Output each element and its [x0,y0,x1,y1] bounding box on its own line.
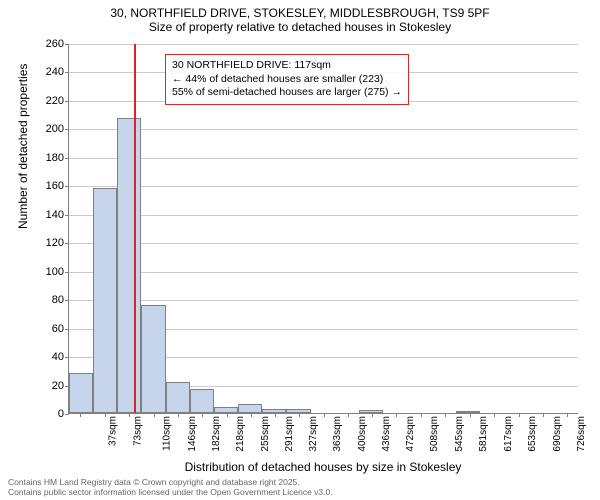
xtick-mark [543,413,544,417]
ytick-label: 20 [34,380,64,392]
xtick-mark [396,413,397,417]
ytick-label: 260 [34,38,64,50]
histogram-bar [359,410,383,413]
xtick-label: 436sqm [381,416,392,452]
ytick-mark [65,186,69,187]
xtick-mark [421,413,422,417]
annotation-line2: ← 44% of detached houses are smaller (22… [172,73,402,87]
xtick-label: 110sqm [162,416,173,451]
xtick-label: 545sqm [454,416,465,452]
title-address: 30, NORTHFIELD DRIVE, STOKESLEY, MIDDLES… [0,6,600,20]
ytick-label: 60 [34,323,64,335]
y-axis-label: Number of detached properties [16,64,30,229]
title-subtitle: Size of property relative to detached ho… [0,20,600,34]
histogram-bar [93,188,117,413]
ytick-mark [65,329,69,330]
ytick-mark [65,44,69,45]
xtick-mark [445,413,446,417]
xtick-mark [178,413,179,417]
xtick-mark [324,413,325,417]
xtick-mark [251,413,252,417]
xtick-label: 291sqm [284,416,295,452]
xtick-label: 690sqm [552,416,563,452]
xtick-label: 218sqm [235,416,246,452]
reference-vline [134,44,136,413]
xtick-label: 472sqm [405,416,416,452]
chart-container: 30, NORTHFIELD DRIVE, STOKESLEY, MIDDLES… [0,0,600,500]
ytick-label: 160 [34,180,64,192]
x-axis-label: Distribution of detached houses by size … [68,460,578,474]
gridline [69,129,578,130]
ytick-mark [65,215,69,216]
ytick-mark [65,101,69,102]
xtick-label: 73sqm [132,416,143,446]
xtick-mark [129,413,130,417]
xtick-label: 581sqm [479,416,490,452]
ytick-mark [65,243,69,244]
xtick-label: 653sqm [527,416,538,452]
xtick-mark [494,413,495,417]
annotation-line3: 55% of semi-detached houses are larger (… [172,86,402,100]
gridline [69,215,578,216]
annotation-line1: 30 NORTHFIELD DRIVE: 117sqm [172,59,402,73]
ytick-label: 0 [34,408,64,420]
xtick-label: 726sqm [576,416,587,452]
gridline [69,186,578,187]
xtick-label: 363sqm [332,416,343,452]
ytick-mark [65,414,69,415]
ytick-mark [65,72,69,73]
histogram-bar [166,382,190,413]
xtick-mark [299,413,300,417]
histogram-bar [69,373,93,413]
xtick-label: 37sqm [108,416,119,446]
annotation-box: 30 NORTHFIELD DRIVE: 117sqm ← 44% of det… [165,54,409,105]
xtick-label: 327sqm [308,416,319,452]
histogram-bar [238,404,262,413]
plot-area: 37sqm73sqm110sqm146sqm182sqm218sqm255sqm… [68,44,578,414]
ytick-label: 40 [34,351,64,363]
ytick-label: 180 [34,152,64,164]
histogram-bar [117,118,141,413]
xtick-mark [519,413,520,417]
ytick-mark [65,357,69,358]
xtick-label: 400sqm [357,416,368,452]
ytick-label: 200 [34,123,64,135]
xtick-mark [154,413,155,417]
histogram-bar [456,411,480,413]
xtick-mark [372,413,373,417]
xtick-label: 182sqm [211,416,222,452]
histogram-bar [141,305,165,413]
footer-line2: Contains public sector information licen… [8,488,333,498]
ytick-label: 100 [34,266,64,278]
xtick-mark [105,413,106,417]
ytick-label: 120 [34,237,64,249]
gridline [69,272,578,273]
ytick-label: 140 [34,209,64,221]
histogram-bar [190,389,214,413]
chart-title: 30, NORTHFIELD DRIVE, STOKESLEY, MIDDLES… [0,6,600,34]
xtick-mark [80,413,81,417]
footer-attribution: Contains HM Land Registry data © Crown c… [8,478,333,498]
xtick-mark [348,413,349,417]
xtick-mark [567,413,568,417]
xtick-label: 508sqm [430,416,441,452]
xtick-mark [275,413,276,417]
xtick-label: 617sqm [503,416,514,452]
ytick-label: 80 [34,294,64,306]
xtick-mark [202,413,203,417]
xtick-mark [227,413,228,417]
xtick-label: 255sqm [260,416,271,452]
gridline [69,243,578,244]
ytick-label: 240 [34,66,64,78]
ytick-mark [65,158,69,159]
gridline [69,158,578,159]
gridline [69,44,578,45]
ytick-label: 220 [34,95,64,107]
xtick-mark [470,413,471,417]
xtick-label: 146sqm [187,416,198,452]
gridline [69,300,578,301]
ytick-mark [65,129,69,130]
ytick-mark [65,300,69,301]
ytick-mark [65,272,69,273]
